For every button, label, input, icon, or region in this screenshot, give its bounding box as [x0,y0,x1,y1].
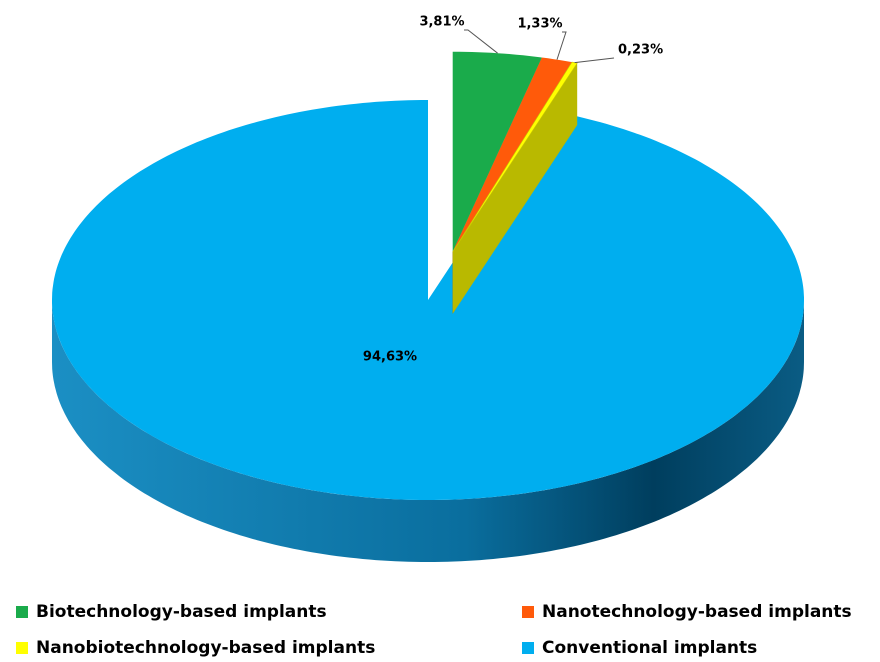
legend-label: Nanotechnology-based implants [542,602,852,622]
legend-label: Nanobiotechnology-based implants [36,638,375,658]
legend-swatch [16,642,28,654]
slice [452,57,572,252]
legend-swatch [522,642,534,654]
legend-label: Conventional implants [542,638,757,658]
leader-line [556,31,567,60]
slice [52,100,804,500]
leader-line [574,57,615,64]
legend-swatch [522,606,534,618]
slice-side [452,63,578,314]
slice-side [52,300,804,562]
value-label: 0,23% [618,43,663,58]
legend: Biotechnology-based implants Nanotechnolo… [16,602,852,658]
slice [452,51,542,252]
value-label: 94,63% [363,350,417,365]
legend-label: Biotechnology-based implants [36,602,327,622]
leader-line [464,29,498,54]
legend-swatch [16,606,28,618]
value-label: 3,81% [419,15,464,30]
pie: 3,81% 1,33% 0,23% 94,63% [52,15,804,562]
value-label: 1,33% [517,17,562,32]
